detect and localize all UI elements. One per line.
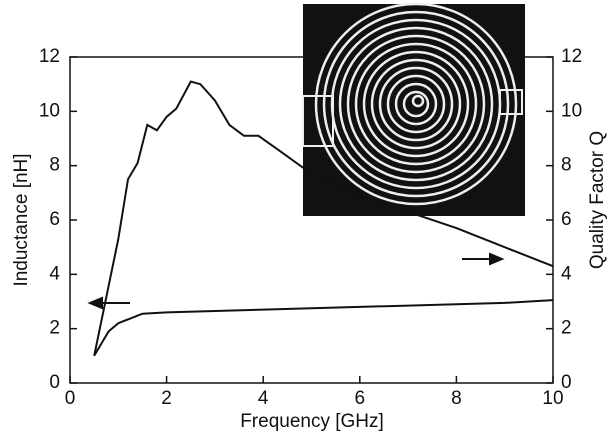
x-tick-label: 4: [258, 388, 269, 409]
y2-tick-label: 6: [561, 209, 572, 230]
arrow-right: [462, 252, 505, 266]
y-tick-label: 8: [49, 155, 60, 176]
y-tick-label: 12: [39, 46, 60, 67]
x-tick-label: 8: [451, 388, 462, 409]
x-tick-label: 6: [355, 388, 366, 409]
y2-tick-label: 8: [561, 155, 572, 176]
y-tick-label: 0: [49, 372, 60, 393]
y2-axis-title: Quality Factor Q: [587, 131, 608, 269]
y2-tick-label: 4: [561, 263, 572, 284]
arrow-left: [87, 296, 130, 310]
x-tick-label: 10: [542, 388, 563, 409]
series-line: [93, 299, 554, 357]
y-tick-label: 6: [49, 209, 60, 230]
series-line: [93, 80, 554, 357]
inset-photo: [302, 2, 525, 216]
y2-tick-label: 0: [561, 372, 572, 393]
y2-tick-label: 12: [561, 46, 582, 67]
x-tick-label: 0: [65, 388, 76, 409]
y-tick-label: 10: [39, 100, 60, 121]
x-axis-title: Frequency [GHz]: [240, 411, 384, 432]
y-tick-label: 4: [49, 263, 60, 284]
x-tick-label: 2: [161, 388, 172, 409]
y2-tick-label: 2: [561, 318, 572, 339]
y-axis-title: Inductance [nH]: [11, 153, 32, 286]
y-tick-label: 2: [49, 318, 60, 339]
y2-tick-label: 10: [561, 100, 582, 121]
